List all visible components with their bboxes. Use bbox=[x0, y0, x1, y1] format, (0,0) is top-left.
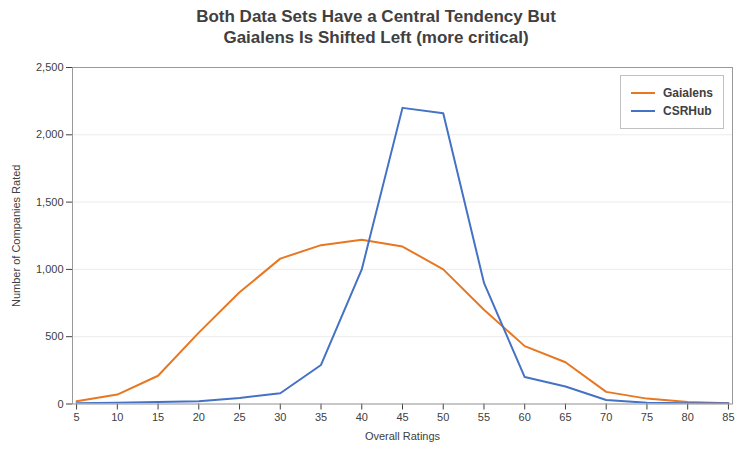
html-text:Gaialens: Gaialens bbox=[663, 85, 713, 100]
svg-text:500: 500 bbox=[45, 330, 63, 342]
svg-text:2,500: 2,500 bbox=[36, 61, 64, 73]
svg-text:60: 60 bbox=[519, 410, 531, 422]
svg-text:10: 10 bbox=[111, 410, 123, 422]
svg-text:2,000: 2,000 bbox=[36, 128, 64, 140]
svg-text:85: 85 bbox=[722, 410, 734, 422]
svg-text:80: 80 bbox=[682, 410, 694, 422]
svg-text:1,000: 1,000 bbox=[36, 262, 64, 274]
html-text:Both Data Sets Have a Central: Both Data Sets Have a Central Tendency B… bbox=[196, 7, 556, 48]
svg-text:20: 20 bbox=[193, 410, 205, 422]
svg-text:15: 15 bbox=[152, 410, 164, 422]
html-text:CSRHub: CSRHub bbox=[663, 103, 712, 118]
svg-text:5: 5 bbox=[74, 410, 80, 422]
svg-text:45: 45 bbox=[396, 410, 408, 422]
svg-text:Overall Ratings: Overall Ratings bbox=[365, 430, 441, 442]
svg-text:40: 40 bbox=[356, 410, 368, 422]
svg-text:65: 65 bbox=[559, 410, 571, 422]
svg-text:70: 70 bbox=[600, 410, 612, 422]
svg-text:1,500: 1,500 bbox=[36, 195, 64, 207]
svg-text:55: 55 bbox=[478, 410, 490, 422]
svg-text:75: 75 bbox=[641, 410, 653, 422]
svg-text:Number of Companies Rated: Number of Companies Rated bbox=[10, 164, 22, 306]
svg-text:50: 50 bbox=[437, 410, 449, 422]
svg-text:30: 30 bbox=[274, 410, 286, 422]
svg-text:0: 0 bbox=[57, 397, 63, 409]
svg-text:35: 35 bbox=[315, 410, 327, 422]
svg-text:25: 25 bbox=[233, 410, 245, 422]
